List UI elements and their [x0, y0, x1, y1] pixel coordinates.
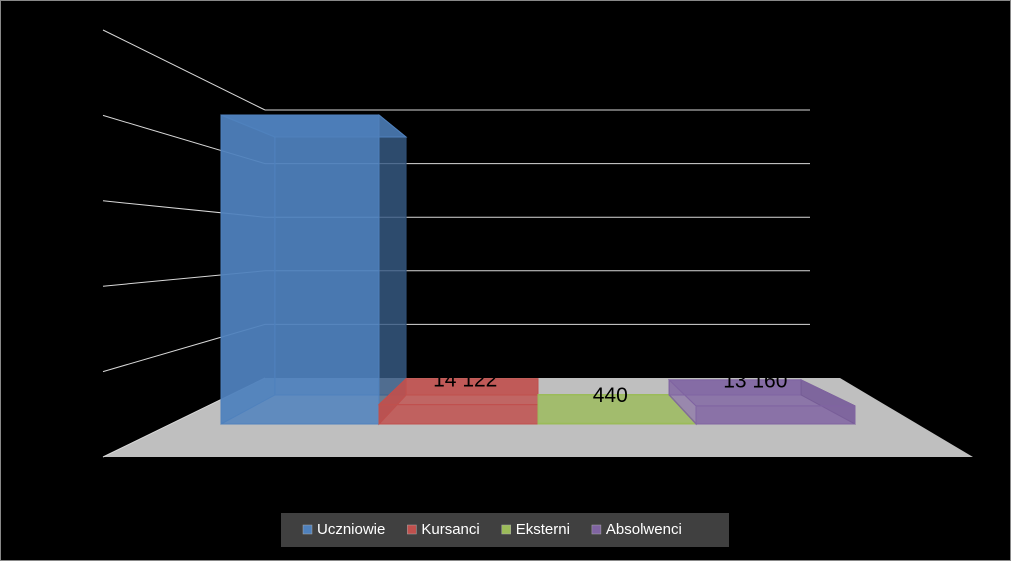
legend-label: Uczniowie: [317, 521, 385, 538]
legend-label: Absolwenci: [606, 521, 682, 538]
bar-side: [378, 113, 407, 426]
legend-label: Eksterni: [516, 521, 570, 538]
legend-swatch: [591, 524, 602, 535]
bar: [537, 422, 697, 425]
legend-swatch: [302, 524, 313, 535]
bar: [695, 405, 856, 425]
data-label: 13 160: [723, 369, 787, 392]
grid-line: [102, 29, 266, 111]
legend: Uczniowie Kursanci Eksterni Absolwenci: [281, 513, 729, 547]
bar: [378, 404, 539, 425]
bar: [220, 114, 380, 425]
data-label: 440: [593, 384, 628, 407]
legend-swatch: [501, 524, 511, 535]
legend-swatch: [407, 524, 417, 535]
legend-label: Kursanci: [421, 521, 479, 538]
data-label: 14 122: [433, 368, 497, 391]
